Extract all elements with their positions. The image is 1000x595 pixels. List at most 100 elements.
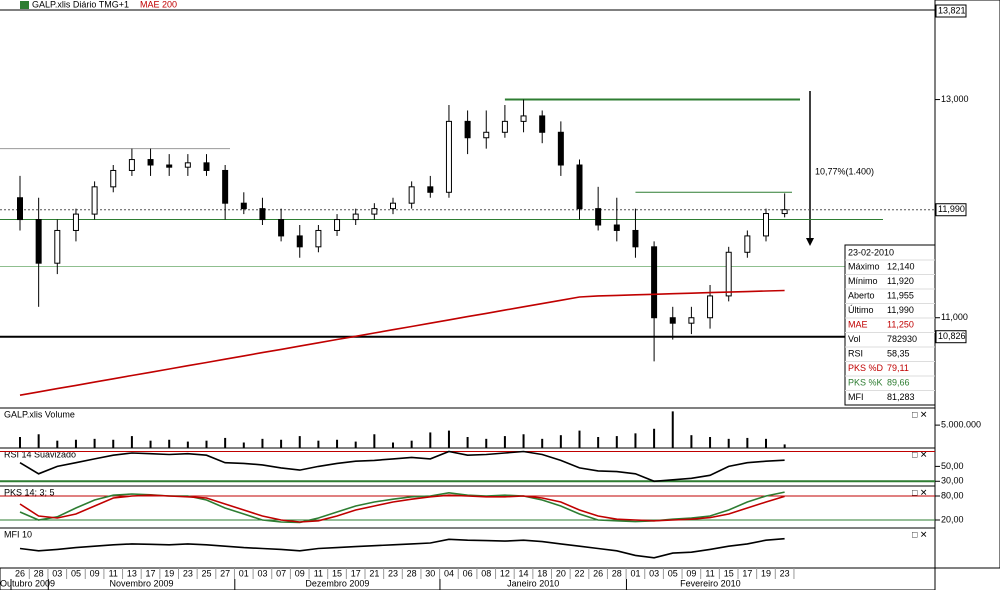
- volume-bar: [559, 435, 562, 448]
- x-tick-label: 30: [425, 568, 435, 578]
- volume-bar: [242, 442, 245, 448]
- volume-bar: [74, 439, 77, 448]
- candle-body: [483, 131, 490, 139]
- volume-bar: [112, 439, 115, 448]
- volume-bar: [186, 441, 189, 448]
- x-tick-label: 03: [257, 568, 267, 578]
- x-tick-label: 17: [351, 568, 361, 578]
- candle-body: [54, 229, 61, 264]
- x-tick-label: 07: [276, 568, 286, 578]
- info-label: PKS %D: [848, 363, 884, 373]
- candle-body: [296, 235, 303, 248]
- right-axis: [934, 0, 1000, 569]
- info-label: Vol: [848, 334, 861, 344]
- volume-bar: [653, 428, 656, 448]
- x-tick-label: 26: [15, 568, 25, 578]
- volume-bar: [522, 434, 525, 448]
- info-label: MAE: [848, 319, 868, 329]
- month-label: Fevereiro 2010: [680, 578, 741, 588]
- x-tick-label: 23: [780, 568, 790, 578]
- x-tick-label: 25: [201, 568, 211, 578]
- candle-body: [539, 115, 546, 133]
- candle-body: [240, 202, 247, 210]
- candle-body: [203, 162, 210, 171]
- candle-body: [595, 208, 602, 226]
- panel-title: RSI 14 Suavizado: [4, 449, 76, 459]
- x-tick-label: 18: [537, 568, 547, 578]
- close-icon: □ ✕: [912, 529, 927, 539]
- info-date: 23-02-2010: [848, 247, 894, 257]
- candle-body: [669, 317, 676, 324]
- close-icon: □ ✕: [912, 449, 927, 459]
- x-tick-label: 17: [146, 568, 156, 578]
- candle-body: [707, 295, 714, 319]
- month-label: Janeiro 2010: [507, 578, 559, 588]
- candle-body: [613, 224, 620, 231]
- x-tick-label: 05: [71, 568, 81, 578]
- candle-body: [744, 235, 751, 253]
- volume-bar: [541, 438, 544, 448]
- series-line: [19, 289, 785, 396]
- candle-body: [725, 251, 732, 297]
- x-tick-label: 12: [500, 568, 510, 578]
- close-icon: □ ✕: [912, 487, 927, 497]
- candle-body: [501, 120, 508, 133]
- candle-body: [445, 120, 452, 193]
- x-tick-label: 04: [444, 568, 454, 578]
- icon: [20, 1, 29, 9]
- x-tick-label: 05: [668, 568, 678, 578]
- candle-body: [408, 186, 415, 204]
- volume-bar: [597, 437, 600, 448]
- x-tick-label: 01: [239, 568, 249, 578]
- candle-body: [128, 159, 135, 171]
- candle-body: [315, 229, 322, 248]
- series-line: [19, 537, 785, 559]
- volume-bar: [690, 435, 693, 448]
- volume-bar: [746, 437, 749, 448]
- volume-bar: [578, 430, 581, 448]
- info-value: 58,35: [887, 348, 910, 358]
- volume-bar: [56, 440, 59, 448]
- candle-body: [222, 169, 229, 204]
- x-tick-label: 11: [109, 568, 118, 578]
- candle-body: [184, 162, 191, 168]
- candle-body: [334, 219, 341, 231]
- info-label: Mínimo: [848, 276, 878, 286]
- volume-bar: [485, 438, 488, 448]
- volume-bar: [373, 434, 376, 448]
- info-value: 782930: [887, 334, 917, 344]
- x-tick-label: 27: [220, 568, 230, 578]
- info-label: RSI: [848, 348, 863, 358]
- y-tick-label: 80,00: [941, 490, 964, 500]
- volume-bar: [503, 436, 506, 448]
- arrow-head: [806, 238, 814, 246]
- info-label: Máximo: [848, 261, 880, 271]
- candle-body: [390, 202, 396, 210]
- price-marker: [935, 330, 967, 344]
- price-label: 11,990: [938, 204, 965, 214]
- x-tick-label: 28: [407, 568, 417, 578]
- info-value: 11,920: [887, 276, 914, 286]
- y-tick-label: 50,00: [941, 461, 964, 471]
- candle-body: [371, 208, 378, 215]
- volume-bar: [354, 441, 357, 448]
- x-tick-label: 09: [295, 568, 305, 578]
- info-label: PKS %K: [848, 377, 883, 387]
- x-tick-label: 22: [574, 568, 584, 578]
- volume-bar: [447, 430, 450, 448]
- panel-title: PKS 14; 3; 5: [4, 487, 55, 497]
- x-tick-label: 09: [90, 568, 100, 578]
- info-box: [844, 244, 936, 406]
- volume-bar: [37, 434, 40, 448]
- volume-bar: [410, 440, 413, 448]
- x-tick-label: 28: [34, 568, 44, 578]
- x-tick-label: 23: [388, 568, 398, 578]
- month-label: Outubro 2009: [0, 578, 55, 588]
- volume-bar: [19, 437, 21, 448]
- y-tick-label: 20,00: [941, 514, 964, 524]
- volume-bar: [205, 440, 208, 448]
- price-label: 10,826: [938, 331, 966, 341]
- month-label: Novembro 2009: [110, 578, 174, 588]
